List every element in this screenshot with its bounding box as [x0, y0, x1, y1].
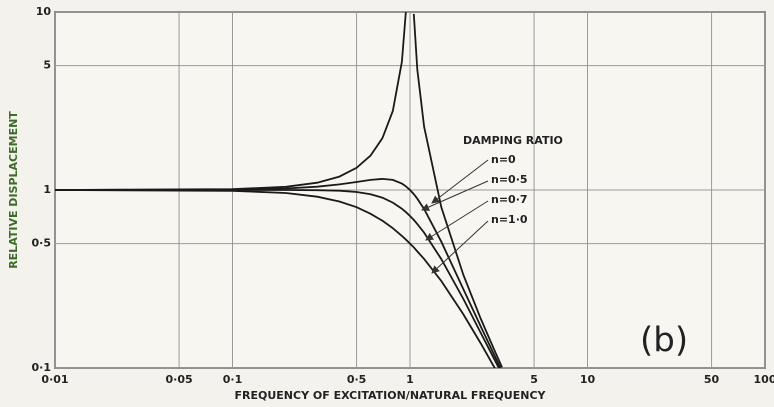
y-tick-label: 0·1	[32, 361, 52, 374]
x-axis-label: FREQUENCY OF EXCITATION/NATURAL FREQUENC…	[235, 389, 547, 402]
y-axis-label: RELATIVE DISPLACEMENT	[7, 111, 20, 269]
x-tick-label: 0·1	[223, 373, 243, 386]
y-tick-label: 5	[43, 59, 51, 72]
x-tick-label: 5	[530, 373, 538, 386]
arrow	[421, 180, 489, 211]
arrow	[431, 220, 489, 274]
y-tick-label: 0·5	[32, 237, 52, 250]
x-tick-label: 1	[406, 373, 414, 386]
arrow	[425, 200, 489, 241]
x-tick-label: 0·5	[347, 373, 367, 386]
series-line	[55, 12, 503, 368]
x-tick-label: 50	[704, 373, 720, 386]
legend-label: n=0·5	[491, 173, 528, 186]
legend-title: DAMPING RATIO	[463, 134, 563, 147]
x-tick-label: 0·05	[165, 373, 192, 386]
panel-label: (b)	[640, 321, 688, 361]
arrow	[431, 159, 489, 204]
legend-label: n=1·0	[491, 213, 528, 226]
series-line	[55, 189, 500, 368]
legend-arrows	[421, 159, 489, 274]
x-tick-label: 0·01	[41, 373, 68, 386]
y-tick-label: 10	[36, 5, 52, 18]
series-line	[55, 177, 502, 368]
series-line	[55, 189, 496, 368]
legend-label: n=0	[491, 153, 516, 166]
x-tick-label: 100	[754, 373, 774, 386]
legend-label: n=0·7	[491, 193, 528, 206]
x-tick-label: 10	[580, 373, 596, 386]
y-tick-label: 1	[43, 183, 51, 196]
